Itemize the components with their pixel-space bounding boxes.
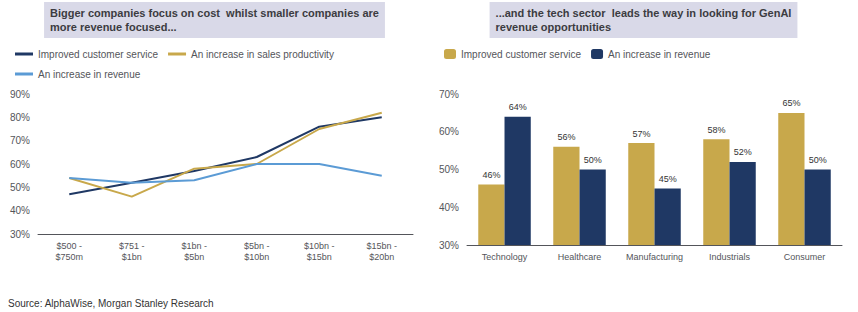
svg-text:56%: 56% — [557, 132, 575, 142]
svg-text:An increase in sales productiv: An increase in sales productivity — [191, 49, 334, 60]
svg-text:30%: 30% — [439, 240, 459, 251]
svg-text:Improved customer service: Improved customer service — [461, 49, 581, 60]
svg-text:Manufacturing: Manufacturing — [626, 252, 683, 262]
svg-text:57%: 57% — [632, 129, 650, 139]
svg-text:$5bn -: $5bn - — [244, 241, 270, 251]
svg-text:more revenue focused...: more revenue focused... — [50, 21, 177, 33]
svg-text:50%: 50% — [10, 182, 30, 193]
svg-text:60%: 60% — [439, 126, 459, 137]
svg-text:70%: 70% — [10, 135, 30, 146]
svg-text:50%: 50% — [439, 164, 459, 175]
svg-text:90%: 90% — [10, 89, 30, 100]
svg-text:52%: 52% — [734, 147, 752, 157]
svg-text:Improved customer service: Improved customer service — [38, 49, 158, 60]
svg-text:$10bn -: $10bn - — [304, 241, 335, 251]
svg-text:An increase in revenue: An increase in revenue — [38, 69, 141, 80]
svg-text:50%: 50% — [584, 155, 602, 165]
svg-text:46%: 46% — [482, 170, 500, 180]
svg-text:...and the tech sector leads: ...and the tech sector leads the way in … — [496, 7, 792, 19]
svg-text:$750m: $750m — [55, 252, 83, 262]
svg-text:50%: 50% — [809, 155, 827, 165]
svg-text:$20bn: $20bn — [369, 252, 394, 262]
svg-text:58%: 58% — [707, 125, 725, 135]
svg-text:$15bn -: $15bn - — [366, 241, 397, 251]
svg-text:64%: 64% — [509, 102, 527, 112]
svg-text:$500 -: $500 - — [56, 241, 82, 251]
svg-text:$751 -: $751 - — [119, 241, 145, 251]
svg-text:$10bn: $10bn — [244, 252, 269, 262]
svg-text:$5bn: $5bn — [184, 252, 204, 262]
svg-text:Healthcare: Healthcare — [558, 252, 602, 262]
svg-text:$1bn -: $1bn - — [181, 241, 207, 251]
svg-text:45%: 45% — [659, 174, 677, 184]
svg-text:40%: 40% — [439, 202, 459, 213]
svg-text:60%: 60% — [10, 159, 30, 170]
svg-text:Consumer: Consumer — [784, 252, 826, 262]
svg-text:30%: 30% — [10, 229, 30, 240]
svg-text:Industrials: Industrials — [709, 252, 751, 262]
svg-text:revenue opportunities: revenue opportunities — [496, 21, 612, 33]
svg-text:Source: AlphaWise, Morgan Stan: Source: AlphaWise, Morgan Stanley Resear… — [8, 298, 214, 309]
svg-text:Bigger companies focus on cost: Bigger companies focus on cost whilst sm… — [50, 7, 379, 19]
svg-text:80%: 80% — [10, 112, 30, 123]
svg-text:70%: 70% — [439, 89, 459, 100]
svg-text:Technology: Technology — [482, 252, 528, 262]
svg-text:65%: 65% — [782, 98, 800, 108]
svg-text:An increase in revenue: An increase in revenue — [608, 49, 711, 60]
svg-text:$15bn: $15bn — [307, 252, 332, 262]
svg-text:$1bn: $1bn — [122, 252, 142, 262]
svg-text:40%: 40% — [10, 205, 30, 216]
